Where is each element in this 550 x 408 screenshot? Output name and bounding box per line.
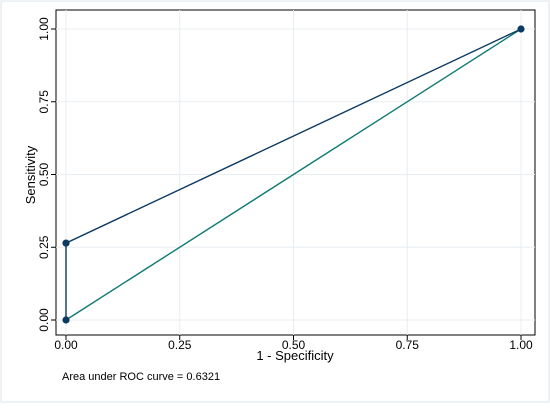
x-tick-label: 1.00 — [509, 338, 533, 352]
auc-note: Area under ROC curve = 0.6321 — [62, 371, 220, 383]
grid-lines — [56, 10, 535, 335]
series-0-point — [62, 316, 70, 324]
y-tick-label: 0.75 — [37, 90, 51, 114]
x-tick-label: 0.00 — [54, 338, 78, 352]
y-tick-label: 0.25 — [37, 235, 51, 259]
x-tick-label: 0.25 — [168, 338, 192, 352]
y-axis-ticks: 0.00 0.25 0.50 0.75 1.00 — [37, 17, 56, 332]
y-tick-label: 0.00 — [37, 308, 51, 332]
series-1-line — [65, 28, 522, 321]
x-axis-label: 1 - Specificity — [256, 348, 334, 363]
x-tick-label: 0.75 — [396, 338, 420, 352]
y-tick-label: 1.00 — [37, 17, 51, 41]
series-0-point — [62, 239, 70, 247]
x-tick-label: 0.50 — [282, 338, 306, 352]
x-axis-ticks: 0.00 0.25 0.50 0.75 1.00 — [54, 335, 533, 352]
y-axis-label: Sensitivity — [23, 145, 38, 204]
y-tick-label: 0.50 — [37, 162, 51, 186]
series-group — [62, 25, 525, 324]
series-0-point — [517, 25, 525, 33]
